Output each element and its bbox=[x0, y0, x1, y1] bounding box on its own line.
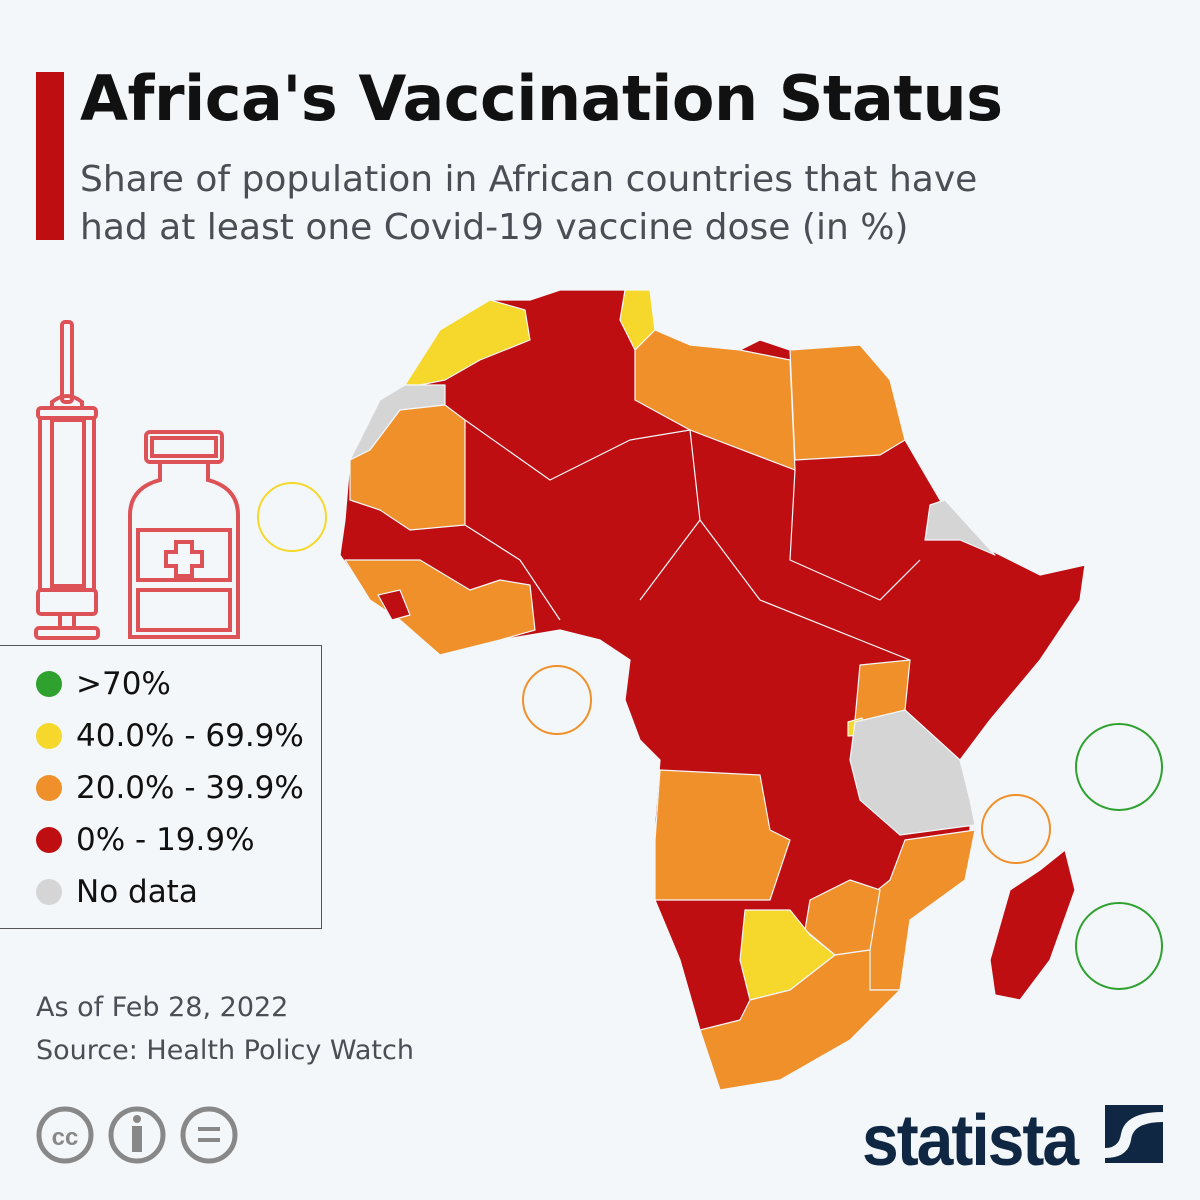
egypt bbox=[789, 344, 906, 461]
island-marker-cape-verde bbox=[257, 482, 327, 552]
svg-text:cc: cc bbox=[52, 1124, 79, 1151]
source-note[interactable]: Source: Health Policy Watch bbox=[36, 1035, 414, 1066]
title-accent-bar bbox=[36, 72, 64, 240]
madagascar bbox=[989, 849, 1076, 1001]
date-note: As of Feb 28, 2022 bbox=[36, 992, 289, 1023]
vaccine-vial-icon bbox=[128, 430, 240, 639]
legend-label: 20.0% - 39.9% bbox=[76, 770, 304, 806]
island-marker-comoros bbox=[981, 794, 1051, 864]
page-subtitle: Share of population in African countries… bbox=[80, 159, 978, 248]
legend-label: 0% - 19.9% bbox=[76, 822, 255, 858]
legend-item: >70% bbox=[36, 666, 171, 702]
legend: >70% 40.0% - 69.9% 20.0% - 39.9% 0% - 19… bbox=[0, 645, 322, 929]
angola bbox=[654, 769, 791, 901]
legend-item: No data bbox=[36, 874, 198, 910]
page-title: Africa's Vaccination Status bbox=[80, 62, 1003, 135]
statista-logo-icon bbox=[1105, 1105, 1163, 1163]
attribution-icon bbox=[108, 1106, 166, 1164]
mauritania bbox=[349, 404, 466, 531]
liberia-sierra-leone bbox=[377, 589, 411, 621]
tanzania bbox=[849, 709, 976, 836]
legend-label: No data bbox=[76, 874, 198, 910]
legend-label: 40.0% - 69.9% bbox=[76, 718, 304, 754]
no-derivatives-icon bbox=[180, 1106, 238, 1164]
legend-swatch bbox=[36, 723, 62, 749]
island-marker-sao-tome bbox=[522, 665, 592, 735]
legend-item: 0% - 19.9% bbox=[36, 822, 255, 858]
south-africa bbox=[699, 949, 901, 1091]
legend-swatch bbox=[36, 827, 62, 853]
island-marker-seychelles bbox=[1075, 723, 1163, 811]
island-marker-mauritius bbox=[1075, 902, 1163, 990]
syringe-icon bbox=[34, 320, 100, 640]
cc-icon: cc bbox=[36, 1106, 94, 1164]
legend-swatch bbox=[36, 879, 62, 905]
legend-swatch bbox=[36, 671, 62, 697]
legend-item: 20.0% - 39.9% bbox=[36, 770, 304, 806]
morocco bbox=[404, 299, 531, 386]
statista-logo[interactable]: statista bbox=[862, 1099, 1079, 1181]
legend-swatch bbox=[36, 775, 62, 801]
eritrea bbox=[924, 499, 996, 556]
legend-label: >70% bbox=[76, 666, 171, 702]
legend-item: 40.0% - 69.9% bbox=[36, 718, 304, 754]
